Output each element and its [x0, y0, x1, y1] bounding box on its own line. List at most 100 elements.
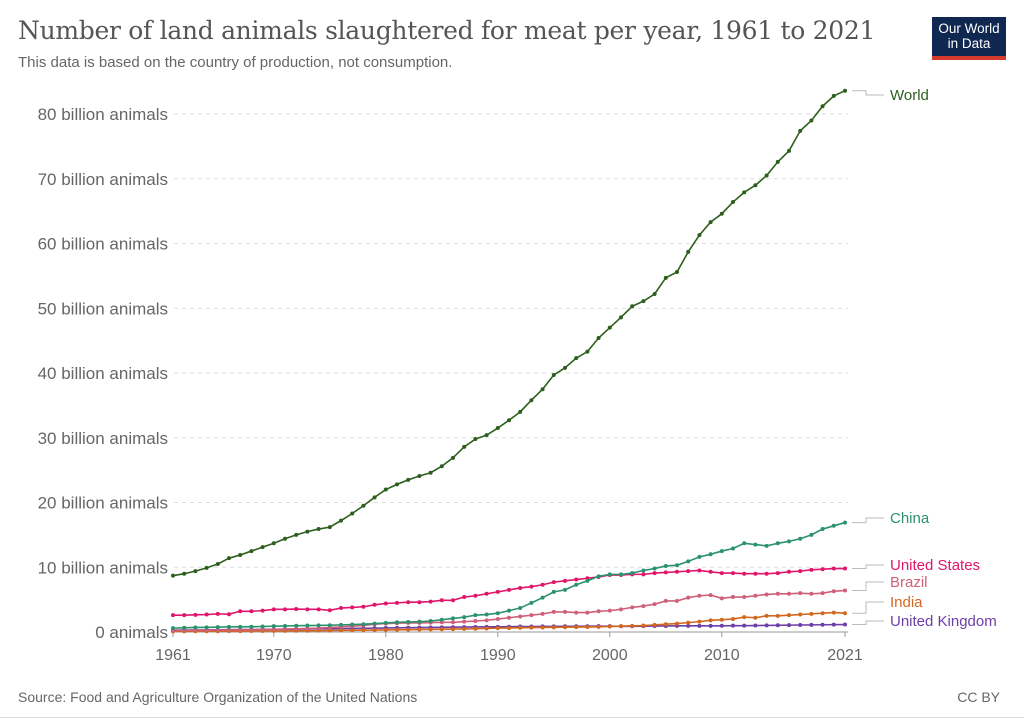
series-label: United States — [890, 557, 980, 574]
data-point — [641, 572, 646, 577]
data-point — [372, 495, 377, 500]
data-point — [193, 625, 198, 630]
data-point — [518, 614, 523, 619]
logo-text: Our World in Data — [938, 21, 1000, 51]
data-point — [820, 591, 825, 596]
data-point — [764, 592, 769, 597]
data-point — [663, 570, 668, 575]
data-point — [451, 455, 455, 460]
data-point — [227, 627, 231, 632]
owid-logo[interactable]: Our World in Data — [932, 17, 1006, 60]
data-point — [507, 587, 511, 592]
data-point — [451, 627, 455, 632]
data-point — [686, 620, 691, 625]
data-point — [193, 628, 198, 633]
data-point — [529, 584, 534, 589]
x-tick-label: 2010 — [704, 647, 740, 664]
data-point — [585, 610, 590, 615]
data-point — [204, 625, 209, 630]
data-point — [406, 619, 411, 624]
data-point — [305, 529, 310, 534]
data-point — [361, 628, 366, 633]
data-point — [775, 159, 780, 164]
data-point — [641, 623, 646, 628]
data-point — [428, 470, 433, 475]
data-point — [596, 336, 601, 341]
data-point — [719, 549, 724, 554]
data-point — [451, 616, 455, 621]
data-point — [574, 610, 579, 615]
data-point — [372, 621, 377, 626]
data-point — [507, 608, 511, 613]
series-label: World — [890, 87, 929, 104]
data-point — [484, 626, 489, 631]
data-point — [294, 607, 299, 612]
data-point — [686, 623, 691, 628]
data-point — [787, 148, 791, 153]
data-point — [551, 580, 556, 585]
data-point — [327, 608, 332, 613]
data-point — [652, 566, 657, 571]
data-point — [540, 625, 545, 630]
data-point — [361, 622, 366, 627]
data-point — [283, 623, 287, 628]
data-point — [238, 552, 243, 557]
data-point — [630, 304, 635, 309]
data-point — [361, 604, 366, 609]
data-point — [529, 625, 534, 630]
data-point — [775, 613, 780, 618]
data-point — [171, 613, 175, 618]
data-point — [372, 628, 377, 633]
data-point — [775, 571, 780, 576]
data-point — [742, 190, 747, 195]
data-point — [574, 625, 579, 630]
data-point — [798, 623, 803, 628]
data-point — [809, 591, 814, 596]
data-point — [708, 623, 713, 628]
grid — [174, 113, 848, 568]
data-point — [574, 356, 579, 361]
data-point — [697, 623, 702, 628]
data-point — [787, 591, 791, 596]
data-point — [596, 609, 601, 614]
data-point — [787, 539, 791, 544]
license-link[interactable]: CC BY — [957, 689, 1000, 705]
y-tick-label: 60 billion animals — [38, 235, 168, 254]
data-point — [574, 582, 579, 587]
data-point — [249, 624, 254, 629]
data-point — [473, 437, 478, 442]
data-point — [540, 611, 545, 616]
data-point — [215, 625, 220, 630]
data-point — [719, 211, 724, 216]
data-point — [462, 444, 467, 449]
data-point — [753, 571, 758, 576]
data-point — [798, 612, 803, 617]
data-point — [484, 618, 489, 623]
data-point — [551, 372, 556, 377]
y-tick-label: 70 billion animals — [38, 170, 168, 189]
label-connector — [852, 581, 884, 592]
data-point — [350, 511, 355, 516]
data-point — [686, 559, 691, 564]
data-point — [574, 577, 579, 582]
data-point — [249, 549, 254, 554]
data-point — [619, 572, 623, 577]
data-point — [663, 598, 668, 603]
data-point — [507, 625, 511, 630]
data-point — [820, 104, 825, 109]
data-point — [204, 628, 209, 633]
data-point — [249, 609, 254, 614]
data-point — [675, 563, 679, 568]
data-point — [719, 617, 724, 622]
data-point — [607, 608, 612, 613]
data-point — [652, 602, 657, 607]
data-point — [719, 596, 724, 601]
data-point — [809, 118, 814, 123]
series-label: China — [890, 510, 930, 527]
data-point — [260, 608, 265, 613]
data-point — [350, 622, 355, 627]
data-point — [495, 426, 500, 431]
y-tick-label: 20 billion animals — [38, 494, 168, 513]
data-point — [215, 562, 220, 567]
data-point — [227, 624, 231, 629]
